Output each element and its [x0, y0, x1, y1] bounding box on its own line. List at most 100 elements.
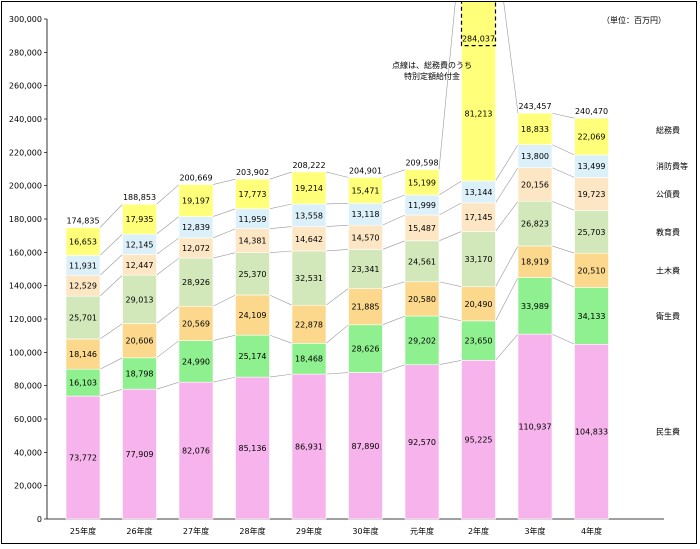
data-label: 95,225	[465, 436, 493, 445]
connector-line	[495, 245, 519, 287]
connector-line	[438, 281, 462, 288]
connector-line	[325, 171, 349, 178]
data-label: 15,471	[352, 186, 380, 195]
connector-line	[325, 202, 349, 205]
connector-line	[269, 203, 293, 210]
x-tick-label: 25年度	[70, 526, 96, 536]
y-tick-label: 80,000	[14, 382, 42, 391]
bar-segment	[348, 224, 383, 250]
bar-segment	[122, 203, 157, 235]
data-label: 13,499	[578, 162, 606, 171]
connector-line	[212, 294, 236, 307]
x-tick-label: 4年度	[581, 526, 602, 536]
connector-line	[438, 180, 462, 196]
connector-line	[212, 228, 236, 239]
legend-label: 衛生費	[656, 311, 680, 321]
connector-line	[551, 200, 575, 211]
bar-segment	[404, 315, 440, 366]
data-label: 17,935	[126, 215, 154, 224]
data-label: 18,833	[521, 125, 549, 134]
bar-segment	[517, 277, 553, 335]
x-tick-label: 2年度	[468, 526, 489, 536]
bar-segment	[517, 245, 553, 278]
total-label: 209,598	[405, 159, 438, 168]
connector-line	[382, 364, 406, 373]
y-tick-label: 260,000	[9, 82, 42, 91]
bar-segment	[517, 333, 553, 520]
bar-segment	[291, 171, 327, 205]
data-label: 18,146	[69, 350, 97, 359]
connector-line	[438, 2, 456, 170]
total-label: 208,222	[292, 161, 325, 170]
data-label: 29,013	[126, 295, 154, 304]
total-label: 204,901	[349, 166, 382, 175]
bar-segment	[404, 214, 440, 242]
connector-line	[156, 237, 180, 255]
connector-line	[551, 245, 575, 254]
bar-segment	[461, 320, 496, 361]
bar-segment	[122, 388, 157, 520]
data-label: 20,580	[408, 295, 436, 304]
connector-line	[269, 226, 293, 230]
connector-line	[99, 357, 123, 370]
y-tick-label: 200,000	[9, 182, 42, 191]
bar-segment	[574, 343, 609, 520]
bar-segment	[574, 117, 609, 156]
total-label: 243,457	[518, 102, 551, 111]
data-label: 20,510	[578, 266, 606, 275]
data-label: 20,490	[465, 300, 493, 309]
data-label: 81,213	[465, 109, 493, 118]
connector-line	[99, 274, 123, 297]
connector-line	[438, 202, 462, 216]
connector-line	[382, 214, 406, 226]
y-tick-label: 0	[37, 515, 42, 524]
data-label: 12,145	[126, 240, 154, 249]
connector-line	[269, 171, 293, 180]
connector-line	[99, 323, 123, 340]
connector-line	[382, 169, 406, 178]
data-label: 77,909	[126, 450, 154, 459]
bar-segment	[122, 323, 157, 359]
annotation-text: 特別定額給付金	[404, 71, 460, 81]
connector-line	[495, 144, 519, 182]
data-label: 15,487	[408, 224, 436, 233]
bar-segment	[291, 343, 327, 375]
connector-line	[325, 224, 349, 227]
total-label: 188,853	[123, 193, 156, 202]
connector-line	[438, 231, 462, 242]
data-label: 11,999	[408, 201, 436, 210]
y-tick-label: 280,000	[9, 48, 42, 57]
connector-line	[212, 252, 236, 259]
bar-segment	[461, 45, 496, 182]
data-label: 82,076	[182, 447, 210, 456]
bar-segment	[178, 257, 214, 307]
data-label: 26,823	[521, 220, 549, 229]
bar-segment	[461, 359, 496, 520]
y-tick-label: 180,000	[9, 215, 42, 224]
bar-segment	[348, 288, 383, 326]
data-label: 12,529	[69, 282, 97, 291]
connector-line	[156, 381, 180, 390]
data-label: 13,118	[352, 210, 380, 219]
connector-line	[438, 359, 462, 366]
connector-line	[99, 388, 123, 397]
data-label: 20,156	[521, 180, 549, 189]
legend-label: 教育費	[656, 227, 680, 237]
connector-line	[551, 333, 575, 345]
bar-segment	[122, 357, 157, 390]
connector-line	[382, 281, 406, 289]
connector-line	[382, 240, 406, 250]
unit-note: （単位：百万円）	[602, 15, 666, 25]
data-label: 12,839	[182, 223, 210, 232]
bar-segment	[122, 274, 157, 324]
connector-line	[156, 257, 180, 276]
data-label: 13,558	[295, 211, 323, 220]
connector-line	[503, 2, 519, 114]
bar-segment	[65, 227, 101, 256]
data-label: 11,959	[239, 215, 267, 224]
bar-segment	[461, 286, 496, 322]
data-label: 25,370	[239, 270, 267, 279]
connector-line	[99, 233, 123, 256]
data-label: 18,468	[295, 355, 323, 364]
data-label: 20,606	[126, 337, 154, 346]
